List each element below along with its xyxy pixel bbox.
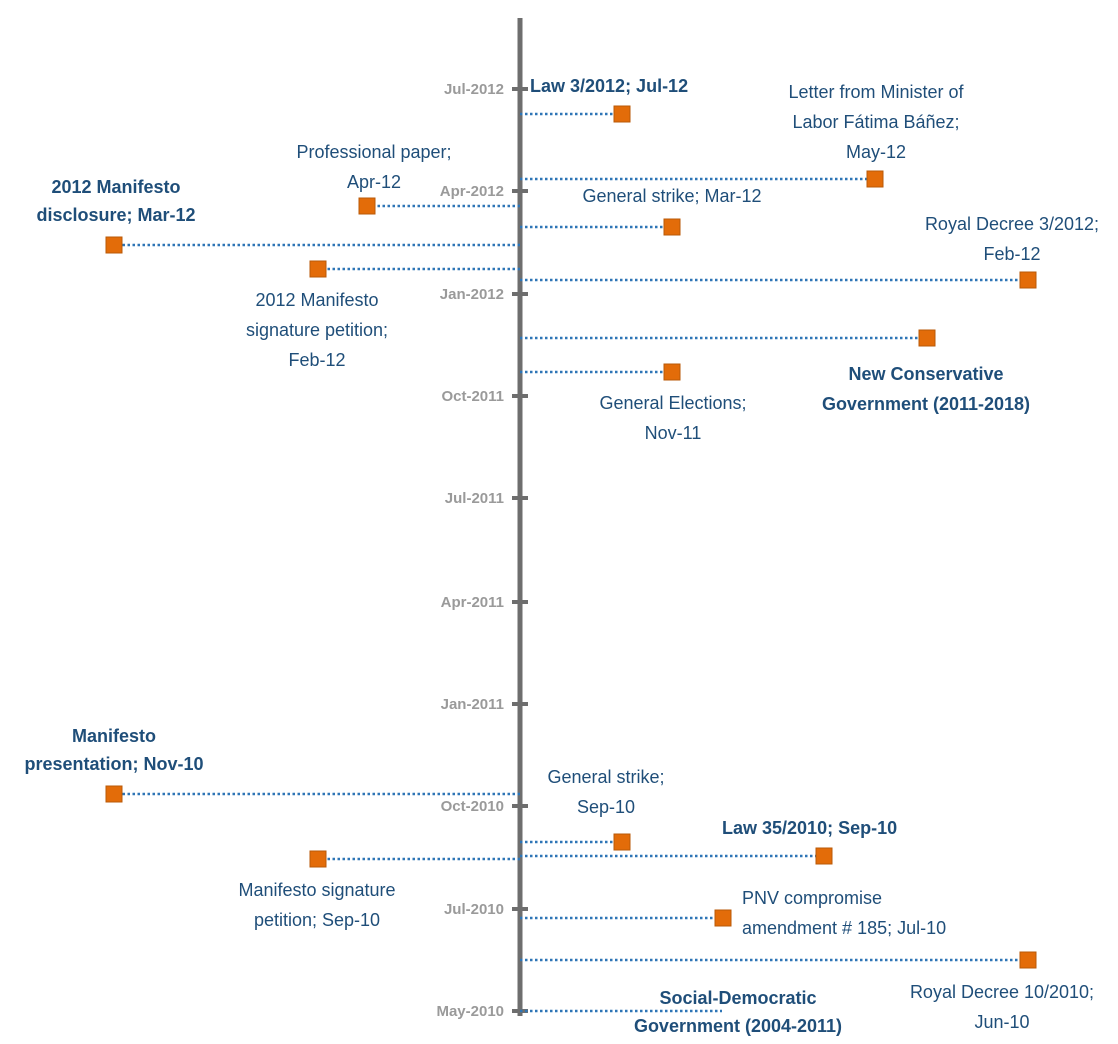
event-label-line: Law 3/2012; Jul-12: [530, 76, 688, 96]
event-general-strike-mar-12: General strike; Mar-12: [520, 186, 762, 236]
event-label-line: General strike; Mar-12: [582, 186, 761, 206]
event-label-line: Royal Decree 10/2010;: [910, 982, 1094, 1002]
axis-tick-label: Jul-2010: [444, 901, 504, 918]
event-label: 2012 Manifesto signature petition; Feb-12: [246, 290, 388, 370]
event-label: 2012 Manifesto disclosure; Mar-12: [36, 177, 195, 225]
event-manifesto-presentation: Manifesto presentation; Nov-10: [24, 726, 520, 803]
event-label: Royal Decree 3/2012; Feb-12: [925, 214, 1099, 264]
event-label-line: 2012 Manifesto: [51, 177, 180, 197]
event-label: Letter from Minister of Labor Fátima Báñe…: [788, 82, 964, 162]
event-label-line: PNV compromise: [742, 888, 882, 908]
event-label: New Conservative Government (2011-2018): [822, 364, 1030, 414]
event-marker: [1019, 951, 1037, 969]
axis-tick-label: Jan-2012: [440, 286, 504, 303]
event-label-line: Manifesto signature: [238, 880, 395, 900]
event-social-democratic-government: Social-Democratic Government (2004-2011): [520, 988, 842, 1036]
event-law-3-2012: Law 3/2012; Jul-12: [520, 76, 688, 123]
axis-tick-label: Apr-2012: [440, 183, 504, 200]
event-marker: [105, 236, 123, 254]
event-label-line: Government (2011-2018): [822, 394, 1030, 414]
event-label-line: Royal Decree 3/2012;: [925, 214, 1099, 234]
event-manifesto-signature-petition: Manifesto signature petition; Sep-10: [238, 850, 520, 930]
event-label-line: Jun-10: [974, 1012, 1029, 1032]
event-label-line: Manifesto: [72, 726, 156, 746]
event-marker: [358, 197, 376, 215]
event-label-line: May-12: [846, 142, 906, 162]
event-marker: [309, 850, 327, 868]
event-marker: [613, 105, 631, 123]
event-label-line: Letter from Minister of: [788, 82, 964, 102]
axis-tick-label: Oct-2010: [441, 798, 504, 815]
event-label-line: Feb-12: [288, 350, 345, 370]
event-marker: [613, 833, 631, 851]
event-label-line: 2012 Manifesto: [255, 290, 378, 310]
event-label-line: General Elections;: [599, 393, 746, 413]
axis-tick-label: Jul-2012: [444, 81, 504, 98]
event-label: Social-Democratic Government (2004-2011): [634, 988, 842, 1036]
event-label-line: Feb-12: [983, 244, 1040, 264]
event-label-line: Nov-11: [645, 423, 702, 443]
event-marker: [105, 785, 123, 803]
event-royal-decree-3-2012: Royal Decree 3/2012; Feb-12: [520, 214, 1099, 289]
event-label: Manifesto presentation; Nov-10: [24, 726, 203, 774]
timeline-axis: Jul-2012 Apr-2012 Jan-2012 Oct-2011 Jul-2011…: [436, 18, 528, 1020]
event-label-line: Sep-10: [577, 797, 635, 817]
event-letter-minister-labor: Letter from Minister of Labor Fátima Báñe…: [520, 82, 965, 188]
event-label-line: New Conservative: [848, 364, 1003, 384]
event-manifesto-2012-disclosure: 2012 Manifesto disclosure; Mar-12: [36, 177, 520, 254]
axis-tick-label: Jul-2011: [445, 490, 504, 507]
event-label-line: petition; Sep-10: [254, 910, 380, 930]
axis-tick-label: Oct-2011: [441, 388, 504, 405]
event-label: General Elections; Nov-11: [599, 393, 746, 443]
event-new-conservative-government: New Conservative Government (2011-2018): [520, 329, 1030, 414]
event-label-line: Apr-12: [347, 172, 401, 192]
event-label-line: General strike;: [547, 767, 664, 787]
axis-tick-label: Jan-2011: [441, 696, 504, 713]
event-label-line: disclosure; Mar-12: [36, 205, 195, 225]
event-label: Professional paper; Apr-12: [296, 142, 451, 192]
event-marker: [1019, 271, 1037, 289]
event-general-elections: General Elections; Nov-11: [520, 363, 747, 443]
axis-tick-label: Apr-2011: [441, 594, 504, 611]
axis-tick-label: May-2010: [436, 1003, 504, 1020]
event-label: PNV compromise amendment # 185; Jul-10: [742, 888, 946, 938]
event-label-line: presentation; Nov-10: [24, 754, 203, 774]
event-label: Law 35/2010; Sep-10: [722, 818, 897, 838]
event-law-35-2010: Law 35/2010; Sep-10: [520, 818, 897, 865]
event-label: Royal Decree 10/2010; Jun-10: [910, 982, 1094, 1032]
event-label-line: amendment # 185; Jul-10: [742, 918, 946, 938]
event-label: General strike; Sep-10: [547, 767, 664, 817]
event-label-line: Professional paper;: [296, 142, 451, 162]
event-label: Manifesto signature petition; Sep-10: [238, 880, 395, 930]
event-marker: [714, 909, 732, 927]
event-label: Law 3/2012; Jul-12: [530, 76, 688, 96]
event-label-line: Government (2004-2011): [634, 1016, 842, 1036]
event-professional-paper: Professional paper; Apr-12: [296, 142, 520, 215]
event-marker: [663, 218, 681, 236]
event-marker: [309, 260, 327, 278]
event-label-line: Social-Democratic: [659, 988, 816, 1008]
timeline-events: Law 3/2012; Jul-12 Letter from Minister o…: [24, 76, 1099, 1036]
event-royal-decree-10-2010: Royal Decree 10/2010; Jun-10: [520, 951, 1094, 1032]
event-label-line: signature petition;: [246, 320, 388, 340]
event-marker: [918, 329, 936, 347]
event-marker: [866, 170, 884, 188]
event-general-strike-sep-10: General strike; Sep-10: [520, 767, 665, 851]
event-label: General strike; Mar-12: [582, 186, 761, 206]
event-manifesto-2012-signature-petition: 2012 Manifesto signature petition; Feb-12: [246, 260, 520, 370]
event-marker: [815, 847, 833, 865]
event-marker: [663, 363, 681, 381]
event-label-line: Law 35/2010; Sep-10: [722, 818, 897, 838]
event-pnv-compromise-amendment: PNV compromise amendment # 185; Jul-10: [520, 888, 946, 938]
event-label-line: Labor Fátima Báñez;: [792, 112, 959, 132]
